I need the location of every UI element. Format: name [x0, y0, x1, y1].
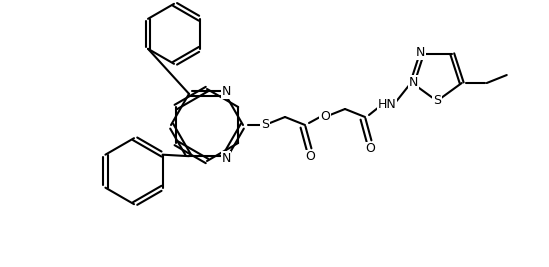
Text: S: S — [433, 95, 441, 108]
Text: N: N — [221, 85, 231, 98]
Text: O: O — [365, 143, 375, 155]
Text: N: N — [416, 46, 425, 60]
Text: O: O — [320, 111, 330, 124]
Text: N: N — [408, 76, 418, 89]
Text: N: N — [221, 152, 231, 165]
Text: S: S — [261, 119, 269, 132]
Text: O: O — [305, 151, 315, 163]
Text: HN: HN — [378, 99, 396, 112]
